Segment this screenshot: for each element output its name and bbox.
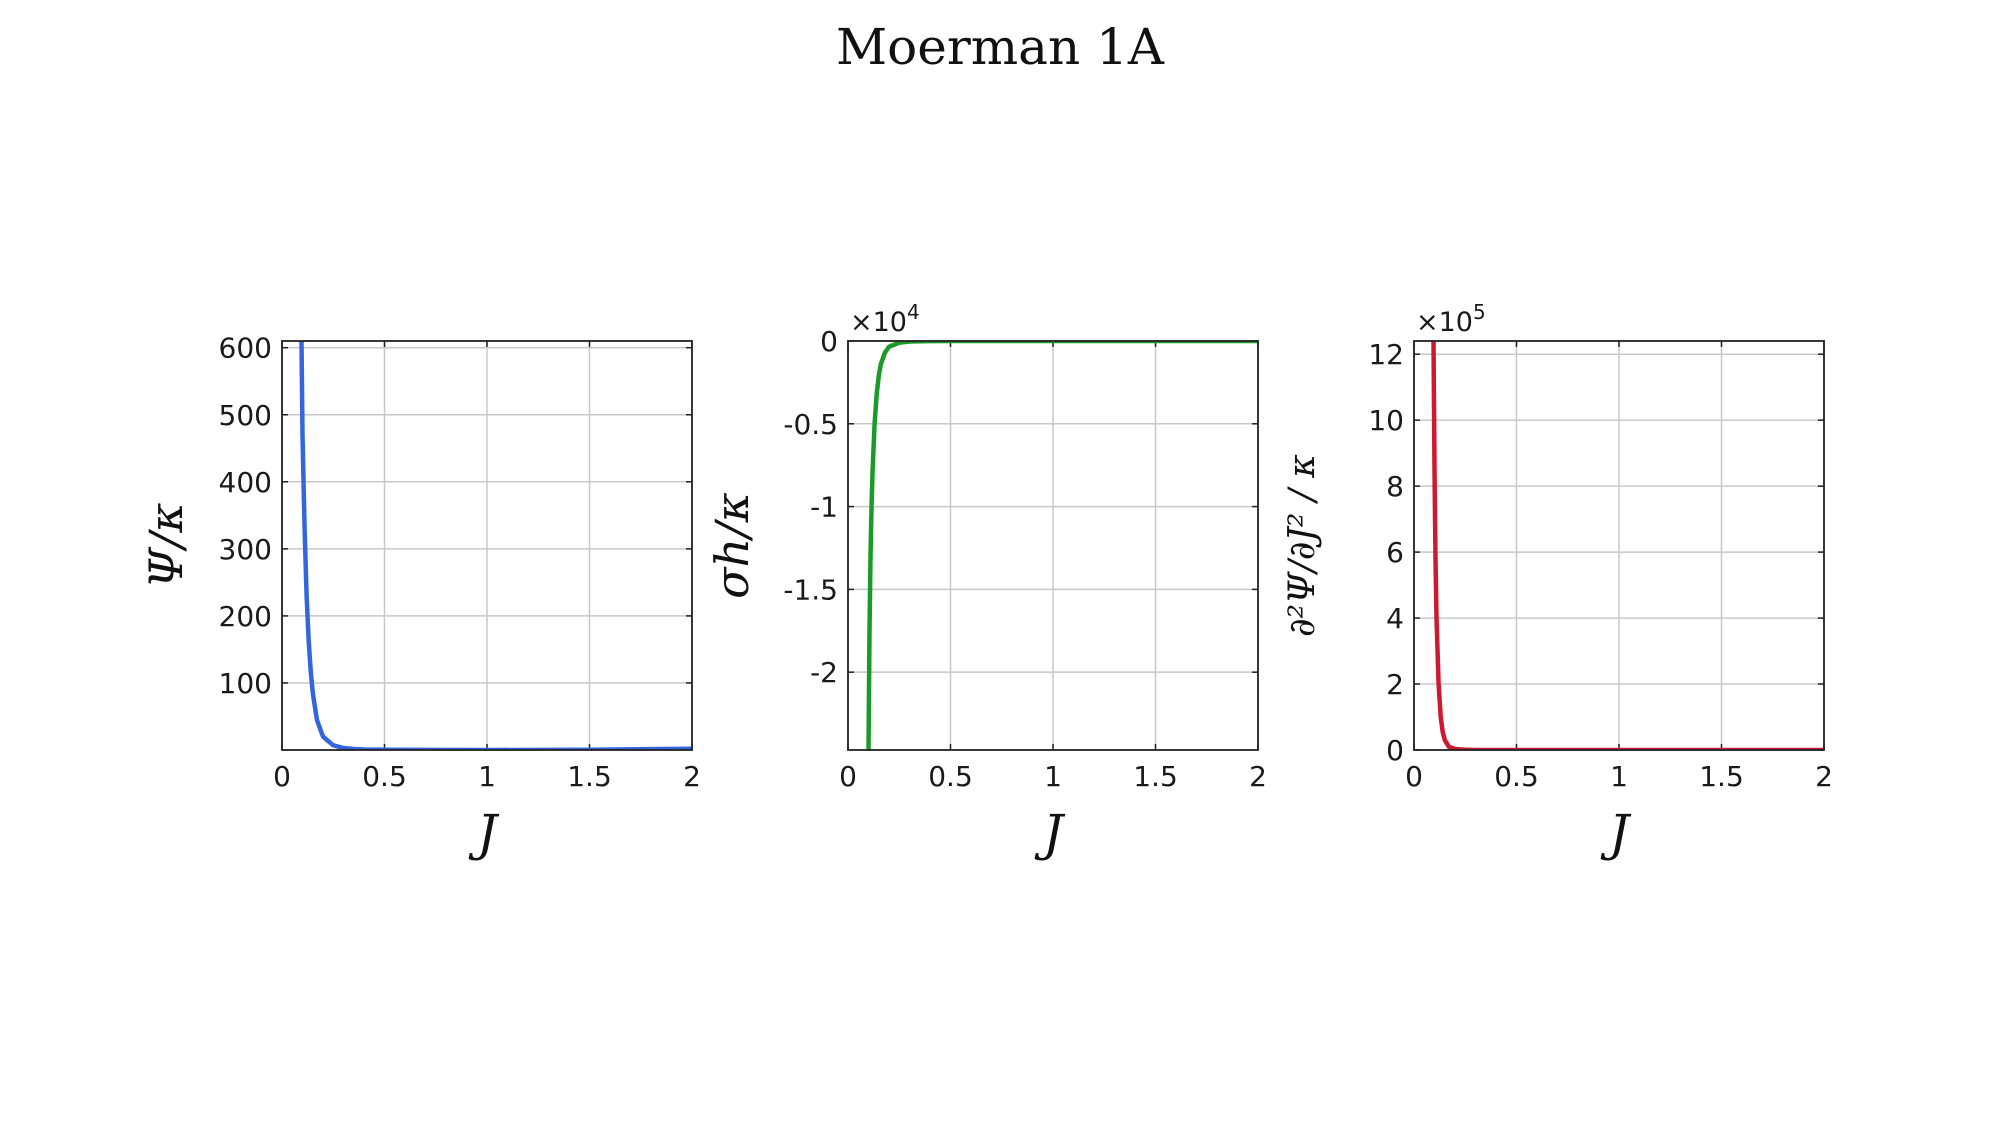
y-tick-label: 400 (219, 466, 272, 499)
axes-frame (281, 340, 693, 751)
series-line-d2psi (1431, 341, 1824, 750)
x-tick-label: 2 (1815, 760, 1833, 793)
x-tick-label: 1.5 (1699, 760, 1744, 793)
x-tick-label: 2 (683, 760, 701, 793)
x-axis-label: J (468, 804, 500, 862)
x-tick-label: 1.5 (1133, 760, 1178, 793)
y-tick-label: 4 (1386, 602, 1404, 635)
y-tick-label: -0.5 (783, 408, 838, 441)
y-axis-label: Ψ/κ (139, 502, 193, 588)
y-axis-label: ∂²Ψ/∂J² / κ (1282, 454, 1323, 637)
x-tick-label: 0.5 (1494, 760, 1539, 793)
y-tick-label: 2 (1386, 668, 1404, 701)
axis-multiplier: ×105 (1416, 300, 1486, 338)
y-tick-label: 200 (219, 600, 272, 633)
x-tick-label: 1 (478, 760, 496, 793)
x-tick-label: 0 (839, 760, 857, 793)
y-tick-label: 6 (1386, 536, 1404, 569)
x-tick-label: 1 (1044, 760, 1062, 793)
x-axis-label: J (1034, 804, 1066, 862)
x-tick-label: 0 (1405, 760, 1423, 793)
x-tick-label: 1 (1610, 760, 1628, 793)
y-tick-label: -1.5 (783, 573, 838, 606)
chart-d2psi: 0 0.5 1 1.5 2 0 2 4 6 8 10 12 ×105 J ∂²Ψ/∂J² / κ (1282, 300, 1833, 862)
x-tick-label: 0.5 (362, 760, 407, 793)
x-tick-label: 2 (1249, 760, 1267, 793)
chart-psi: 0 0.5 1 1.5 2 100 200 300 400 500 600 J Ψ/κ (139, 332, 701, 862)
x-tick-label: 0.5 (928, 760, 973, 793)
y-tick-label: -2 (810, 656, 838, 689)
y-tick-label: 8 (1386, 470, 1404, 503)
y-tick-label: -1 (810, 491, 838, 524)
x-tick-label: 0 (273, 760, 291, 793)
y-tick-label: 12 (1368, 338, 1404, 371)
y-tick-label: 600 (219, 332, 272, 365)
x-tick-label: 1.5 (567, 760, 612, 793)
figure-title: Moerman 1A (835, 18, 1165, 76)
y-axis-label: σh/κ (705, 492, 759, 599)
series-line-sigma (866, 341, 1258, 750)
series-line-psi (299, 341, 692, 750)
y-tick-label: 300 (219, 533, 272, 566)
y-tick-label: 0 (820, 325, 838, 358)
y-tick-label: 0 (1386, 734, 1404, 767)
y-tick-label: 100 (219, 667, 272, 700)
x-axis-label: J (1600, 804, 1632, 862)
axes-frame (847, 340, 1259, 751)
axes-frame (1413, 340, 1825, 751)
y-tick-label: 500 (219, 399, 272, 432)
axis-multiplier: ×104 (850, 300, 920, 338)
y-tick-label: 10 (1368, 404, 1404, 437)
chart-sigma: 0 0.5 1 1.5 2 0 -0.5 -1 -1.5 -2 ×104 Jσh/κ (705, 300, 1267, 862)
